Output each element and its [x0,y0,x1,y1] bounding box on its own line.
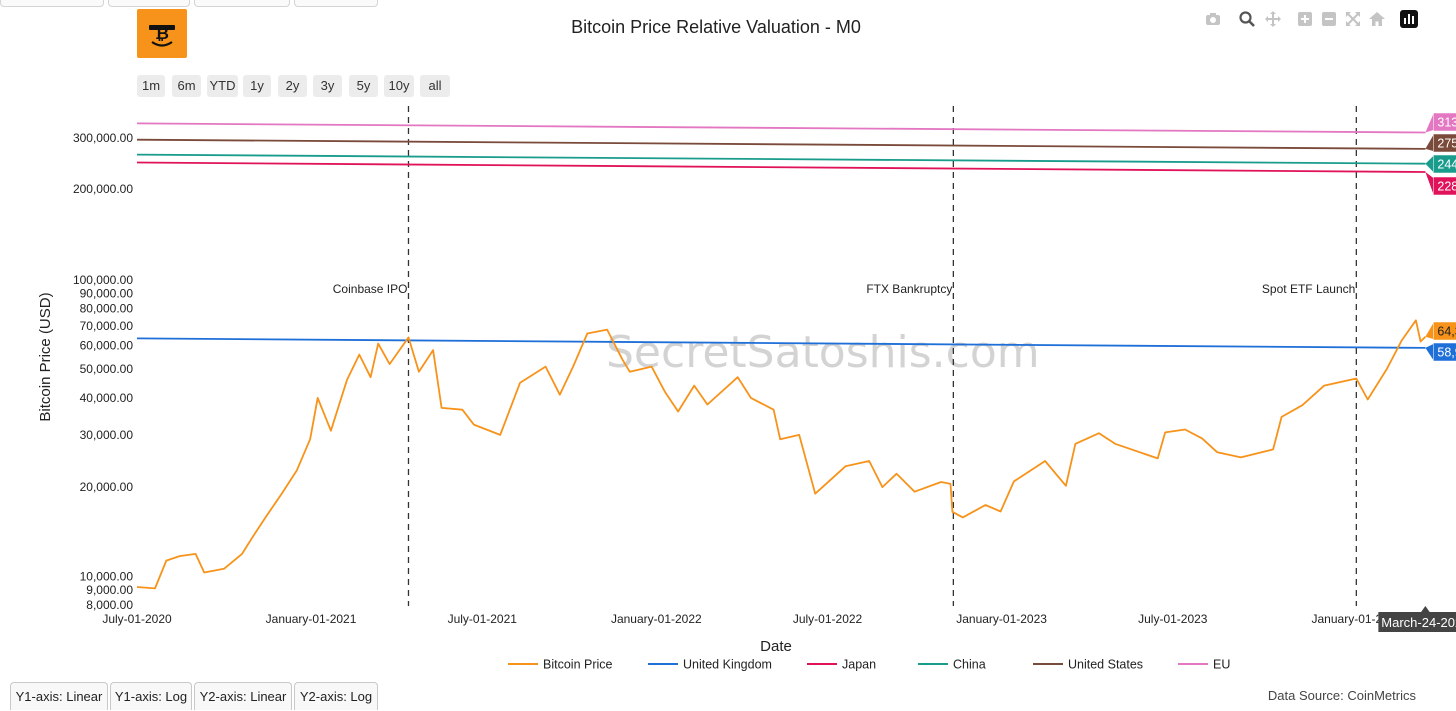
hover-date-pointer [1420,606,1431,613]
y-axis-title: Bitcoin Price (USD) [37,292,54,421]
x-tick-label: January-01-2022 [611,612,702,626]
legend-label: China [953,658,986,672]
autoscale-icon[interactable] [1344,10,1362,28]
value-tag-box [1433,133,1456,153]
x-tick-label: July-01-2020 [102,612,172,626]
legend-label: United Kingdom [683,658,772,672]
series-line-bitcoin-price [136,319,1427,590]
y-tick-label: 70,000.00 [80,319,134,333]
y2-log-button[interactable]: Y2-axis: Log [294,682,378,710]
range-button-1y[interactable]: 1y [243,75,271,97]
value-tag-pointer [1425,172,1434,194]
value-tag-pointer [1425,323,1434,339]
y-tick-label: 300,000.00 [73,131,133,145]
range-button-3y[interactable]: 3y [313,75,342,97]
range-button-2y[interactable]: 2y [278,75,307,97]
value-tag-pointer [1425,135,1434,151]
bitcoin-face-icon: ₿ [149,24,175,47]
y-tick-label: 200,000.00 [73,182,133,196]
x-tick-label: July-01-2021 [448,612,518,626]
zoom-icon[interactable] [1238,10,1256,28]
zoom-out-icon[interactable] [1320,10,1338,28]
watermark-text: SecretSatoshis.com [606,327,1040,378]
x-tick-label: January-01-2023 [956,612,1047,626]
svg-text:₿: ₿ [155,24,169,44]
browser-tab[interactable] [0,0,104,7]
chart-title: Bitcoin Price Relative Valuation - M0 [571,17,861,37]
y-tick-label: 90,000.00 [80,287,134,301]
event-label: Coinbase IPO [333,282,408,296]
value-tag-label: 228,863.87 [1437,180,1456,194]
value-tag-pointer [1425,114,1434,133]
hover-date-box [1378,612,1456,632]
hover-date-label: March-24-2024 [1381,615,1456,630]
range-button-6m[interactable]: 6m [172,75,201,97]
browser-tab[interactable] [194,0,290,7]
series-line-united-kingdom [136,337,1426,349]
data-source-note: Data Source: CoinMetrics [1267,688,1416,703]
range-button-all[interactable]: all [420,75,450,97]
y-tick-label: 60,000.00 [80,339,134,353]
value-tag-label: 244,630.05 [1437,158,1456,172]
y-tick-label: 40,000.00 [80,391,134,405]
y-tick-label: 8,000.00 [86,598,133,612]
pan-icon[interactable] [1264,10,1282,28]
x-tick-label: July-01-2023 [1138,612,1208,626]
bitcoin-logo: ₿ [137,9,187,58]
plotly-logo-icon[interactable] [1400,10,1418,28]
y-tick-label: 30,000.00 [80,428,134,442]
value-tag-box [1433,154,1456,174]
x-tick-label: January-01-2 [1312,612,1383,626]
value-tag-box [1433,342,1456,362]
x-axis-title: Date [760,638,792,655]
value-tag-box [1433,321,1456,341]
camera-icon[interactable] [1204,10,1222,28]
legend-label: United States [1068,658,1143,672]
range-button-ytd[interactable]: YTD [207,75,238,97]
browser-tab[interactable] [108,0,190,7]
range-button-1m[interactable]: 1m [137,75,165,97]
y-tick-label: 100,000.00 [73,273,133,287]
event-label: Spot ETF Launch [1262,282,1355,296]
y-tick-label: 10,000.00 [80,569,134,583]
y-tick-label: 80,000.00 [80,302,134,316]
value-tag-label: 58,996.02 [1437,346,1456,360]
value-tag-pointer [1425,344,1434,360]
series-line-united-states [136,138,1426,150]
home-icon[interactable] [1368,10,1386,28]
zoom-in-icon[interactable] [1296,10,1314,28]
value-tag-box [1433,176,1456,196]
y2-linear-button[interactable]: Y2-axis: Linear [194,682,292,710]
top-tab-strip [0,0,1456,8]
series-line-china [136,153,1426,165]
x-tick-label: January-01-2021 [266,612,357,626]
y-tick-label: 9,000.00 [86,583,133,597]
y-tick-label: 20,000.00 [80,480,134,494]
value-tag-label: 313,289.21 [1437,116,1456,130]
value-tag-label: 64,361.24 [1437,325,1456,339]
series-line-eu [136,122,1426,134]
legend-label: EU [1213,658,1230,672]
value-tag-pointer [1425,156,1434,172]
value-tag-label: 275,145.24 [1437,137,1456,151]
range-button-10y[interactable]: 10y [384,75,414,97]
y-tick-label: 50,000.00 [80,362,134,376]
event-label: FTX Bankruptcy [866,282,952,296]
y1-log-button[interactable]: Y1-axis: Log [110,682,192,710]
x-tick-label: July-01-2022 [793,612,863,626]
range-button-5y[interactable]: 5y [349,75,378,97]
y1-linear-button[interactable]: Y1-axis: Linear [10,682,108,710]
legend-label: Japan [842,658,876,672]
value-tag-box [1433,112,1456,132]
legend-label: Bitcoin Price [543,658,613,672]
browser-tab[interactable] [294,0,378,7]
series-line-japan [136,161,1426,173]
